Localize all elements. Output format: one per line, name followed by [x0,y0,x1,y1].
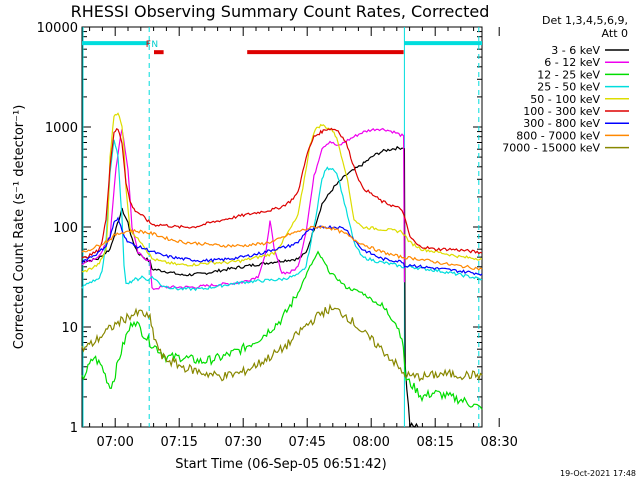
x-tick-label: 08:15 [416,435,453,450]
series-line-1 [81,127,405,291]
legend-label: 7000 - 15000 keV [502,142,600,155]
marker-f: F [146,40,151,50]
y-axis-label: Corrected Count Rate (s⁻¹ detector⁻¹) [12,105,27,350]
series-line-8 [81,303,483,382]
plot-area: 1 10 100 1000 10000 07:00 07:15 07:30 07:45 08:00… [37,21,518,450]
series-line-6 [81,216,483,276]
legend-label: 300 - 800 keV [523,117,600,130]
legend-label: 12 - 25 keV [537,68,600,81]
legend-label: 6 - 12 keV [544,56,600,69]
y-tick-label: 1 [70,421,78,436]
y-tick-label: 10000 [37,21,78,36]
legend-header-line-2: Att 0 [602,27,628,40]
chart-title: RHESSI Observing Summary Count Rates, Co… [71,2,490,21]
legend-label: 25 - 50 keV [537,81,600,94]
x-tick-label: 07:45 [288,435,325,450]
x-tick-label: 07:15 [160,435,197,450]
x-tick-label: 07:30 [224,435,261,450]
legend-header-line-1: Det 1,3,4,5,6,9, [542,14,628,27]
plot-frame [81,26,483,428]
legend-label: 100 - 300 keV [523,105,600,118]
marker-n: N [151,40,158,50]
y-tick-label: 10 [61,321,78,336]
x-axis-label: Start Time (06-Sep-05 06:51:42) [175,457,386,472]
series-line-7 [81,225,483,271]
series-line-0 [81,145,419,428]
series-line-5 [81,127,483,259]
x-tick-label: 07:00 [96,435,133,450]
footer-date: 19-Oct-2021 17:48 [560,469,636,478]
x-tick-label: 08:00 [352,435,389,450]
series-line-2 [81,250,483,410]
legend-label: 800 - 7000 keV [516,129,600,142]
series-line-3 [81,139,483,292]
y-tick-label: 100 [53,221,78,236]
legend-label: 3 - 6 keV [551,44,600,57]
x-tick-label: 08:30 [480,435,517,450]
legend-label: 50 - 100 keV [530,93,600,106]
y-tick-label: 1000 [45,121,78,136]
